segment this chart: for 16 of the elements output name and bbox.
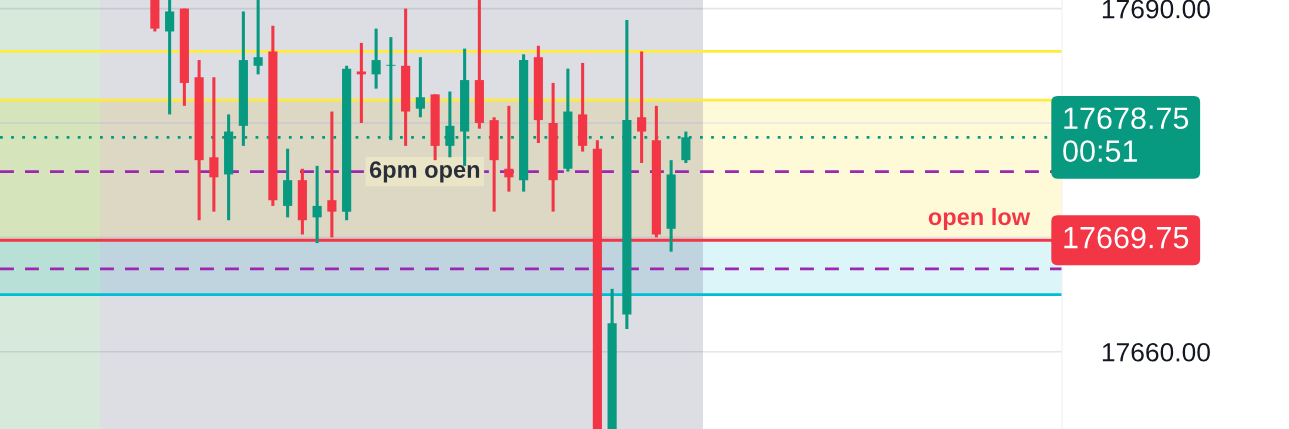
annotation: open low [928, 207, 1031, 230]
y-tick-label: 17660.00 [1102, 342, 1210, 362]
candlestick [327, 111, 337, 238]
y-tick-label: 17690.00 [1102, 0, 1210, 19]
candlestick [386, 37, 396, 142]
candlestick [504, 104, 514, 192]
ref-line-label: 17669.75 [1064, 226, 1189, 249]
candlestick [312, 164, 322, 245]
ref-line-label: 17678.75 00:51 [1063, 107, 1189, 162]
ref-line-label: 6pm open [369, 161, 480, 183]
candlestick [415, 57, 425, 118]
candlestick [371, 28, 381, 89]
candlestick [165, 0, 175, 115]
candlestick [209, 77, 219, 212]
candlestick [637, 51, 647, 164]
candlestick [253, 0, 263, 75]
